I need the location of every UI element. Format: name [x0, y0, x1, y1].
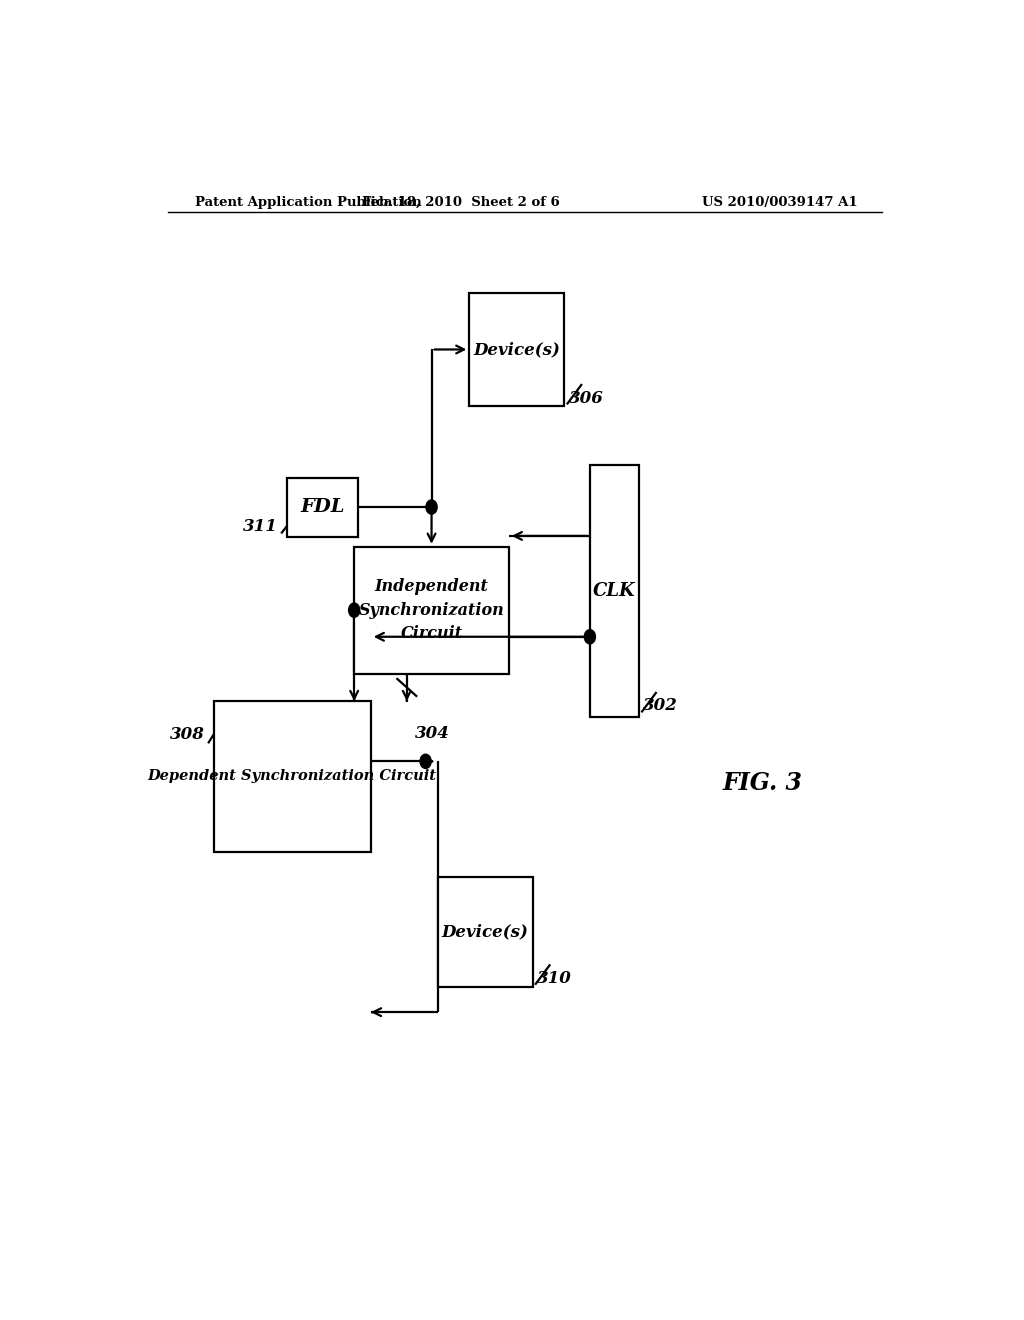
Text: Patent Application Publication: Patent Application Publication [196, 195, 422, 209]
FancyBboxPatch shape [354, 546, 509, 673]
FancyBboxPatch shape [214, 701, 371, 851]
FancyBboxPatch shape [437, 876, 532, 987]
Text: CLK: CLK [593, 582, 636, 601]
Text: FIG. 3: FIG. 3 [723, 771, 803, 796]
Text: Device(s): Device(s) [473, 341, 560, 358]
Text: US 2010/0039147 A1: US 2010/0039147 A1 [702, 195, 858, 209]
FancyBboxPatch shape [590, 466, 639, 718]
FancyBboxPatch shape [469, 293, 564, 407]
Text: Dependent Synchronization Circuit: Dependent Synchronization Circuit [147, 770, 437, 783]
Circle shape [420, 754, 431, 768]
Text: 311: 311 [243, 517, 278, 535]
Circle shape [348, 603, 359, 618]
Circle shape [426, 500, 437, 513]
Text: 306: 306 [568, 389, 603, 407]
Text: 302: 302 [643, 697, 678, 714]
Text: Device(s): Device(s) [441, 924, 528, 940]
Text: Independent
Synchronization
Circuit: Independent Synchronization Circuit [358, 578, 505, 643]
Text: 308: 308 [170, 726, 205, 743]
Text: FDL: FDL [300, 498, 345, 516]
Text: 304: 304 [415, 725, 450, 742]
Text: Feb. 18, 2010  Sheet 2 of 6: Feb. 18, 2010 Sheet 2 of 6 [362, 195, 560, 209]
FancyBboxPatch shape [287, 478, 358, 536]
Text: 310: 310 [537, 970, 571, 987]
Circle shape [585, 630, 595, 644]
